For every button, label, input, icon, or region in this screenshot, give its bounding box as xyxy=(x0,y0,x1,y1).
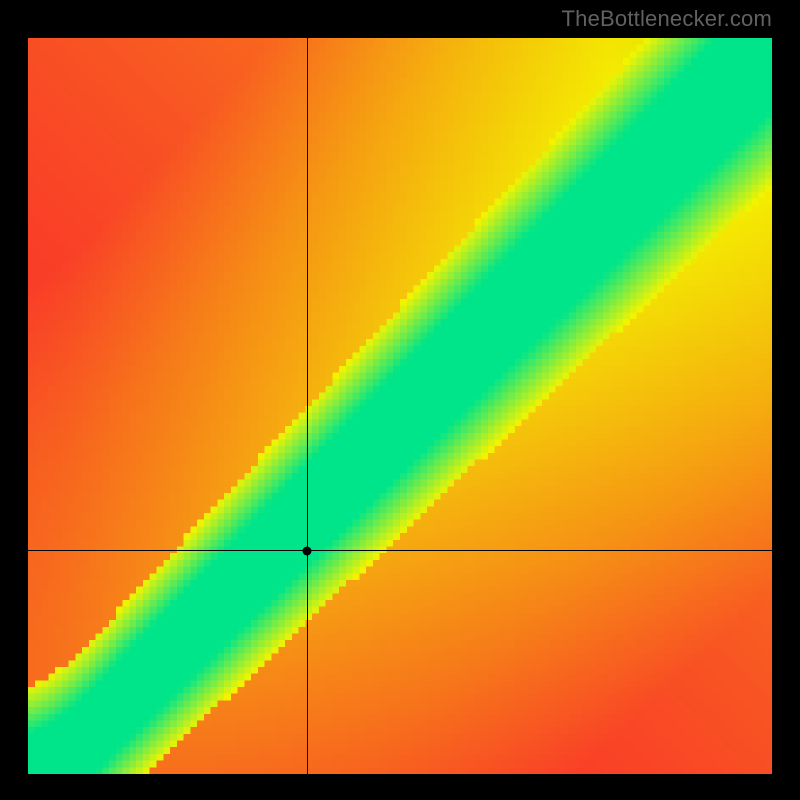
heatmap-plot xyxy=(28,38,772,774)
crosshair-vertical xyxy=(307,38,308,774)
watermark-text: TheBottlenecker.com xyxy=(562,6,772,32)
crosshair-marker[interactable] xyxy=(303,546,312,555)
heatmap-canvas xyxy=(28,38,772,774)
crosshair-horizontal xyxy=(28,550,772,551)
